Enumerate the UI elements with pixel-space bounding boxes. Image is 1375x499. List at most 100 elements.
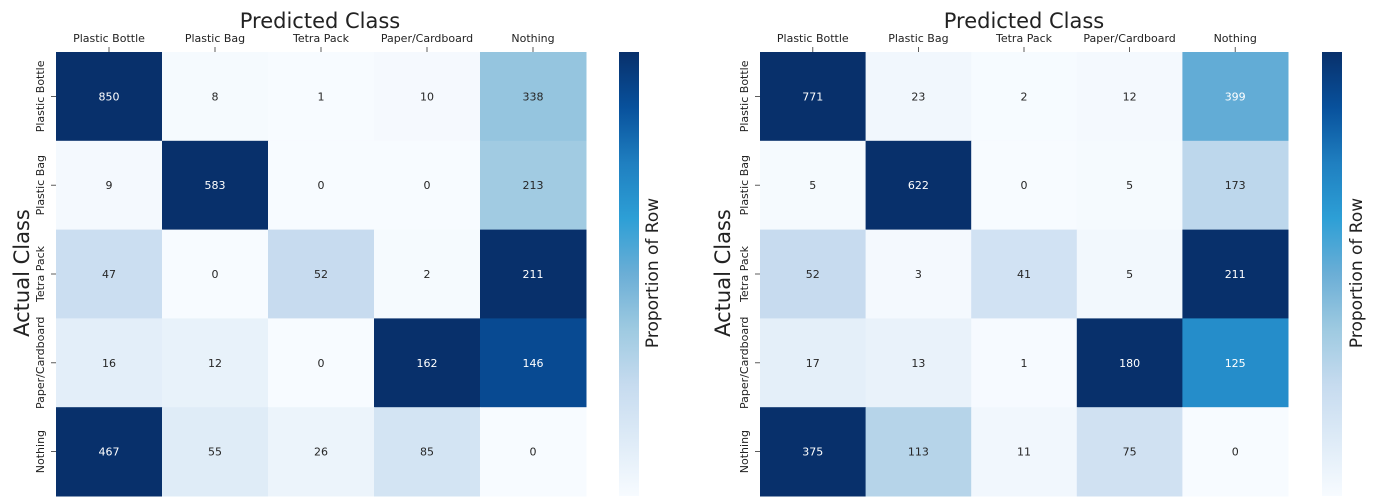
y-tick-label: Nothing — [34, 430, 47, 473]
heatmap-cell — [1182, 52, 1289, 142]
y-axis-label: Actual Class — [10, 209, 34, 337]
cell-value-label: 0 — [212, 268, 219, 281]
heatmap-cell — [56, 140, 163, 231]
cell-value-label: 85 — [420, 446, 434, 459]
heatmap-cell — [162, 407, 269, 497]
y-tick-labels: Plastic Bottle Plastic Bag Tetra Pack Paper… — [34, 60, 56, 473]
colorbar-label: Proportion of Row — [643, 198, 663, 348]
heatmap-cell — [56, 52, 163, 142]
heatmap-cell — [971, 52, 1078, 142]
heatmap-cell — [760, 407, 867, 497]
heatmap-cell — [162, 140, 269, 231]
cell-value-label: 467 — [99, 446, 120, 459]
heatmap-cell — [971, 407, 1078, 497]
cell-value-label: 173 — [1225, 179, 1246, 192]
heatmap-cell — [480, 229, 587, 319]
x-tick-label: Tetra Pack — [292, 32, 350, 45]
y-tick-label: Plastic Bag — [738, 155, 751, 215]
cell-value-label: 2 — [1021, 90, 1028, 103]
y-tick-label: Tetra Pack — [34, 245, 47, 303]
cell-value-label: 75 — [1123, 446, 1137, 459]
cell-value-label: 12 — [208, 357, 222, 370]
cell-value-label: 12 — [1123, 90, 1137, 103]
heatmap-cell — [480, 52, 587, 142]
cell-value-label: 9 — [106, 179, 113, 192]
x-tick-label: Plastic Bag — [185, 32, 245, 45]
y-tick-label: Plastic Bottle — [738, 60, 751, 132]
cell-value-label: 17 — [806, 357, 820, 370]
y-axis-label: Actual Class — [711, 209, 735, 337]
cell-value-label: 213 — [523, 179, 544, 192]
heatmap-cell — [268, 140, 375, 231]
cell-value-label: 0 — [318, 179, 325, 192]
cell-value-label: 52 — [806, 268, 820, 281]
cell-value-label: 583 — [205, 179, 226, 192]
cell-value-label: 375 — [802, 446, 823, 459]
heatmap-cell — [971, 229, 1078, 319]
cell-value-label: 1 — [318, 90, 325, 103]
cell-value-label: 55 — [208, 446, 222, 459]
cell-value-label: 211 — [523, 268, 544, 281]
y-tick-label: Plastic Bag — [34, 155, 47, 215]
heatmap-cell — [1076, 318, 1183, 408]
heatmap-cell — [56, 318, 163, 408]
y-tick-label: Paper/Cardboard — [34, 317, 47, 409]
heatmap-cell — [56, 229, 163, 319]
heatmap-cell — [1076, 52, 1183, 142]
heatmap-cell — [760, 140, 867, 231]
cell-value-label: 11 — [1017, 446, 1031, 459]
heatmap-cell — [865, 229, 972, 319]
heatmap-cell — [162, 229, 269, 319]
heatmap-cell — [1182, 229, 1289, 319]
cell-value-label: 0 — [424, 179, 431, 192]
heatmap-cell — [865, 52, 972, 142]
heatmap-panel-left: Predicted Class Actual Class 850 8 1 10 3389… — [10, 9, 663, 497]
heatmap-cell — [374, 140, 481, 231]
cell-value-label: 180 — [1119, 357, 1140, 370]
cell-value-label: 0 — [530, 446, 537, 459]
x-tick-label: Plastic Bottle — [73, 32, 145, 45]
cell-value-label: 162 — [417, 357, 438, 370]
heatmap-cell — [1182, 140, 1289, 231]
heatmap-cell — [1076, 407, 1183, 497]
heatmap-cell — [268, 407, 375, 497]
x-tick-labels: Plastic Bottle Plastic Bag Tetra Pack Paper… — [777, 32, 1257, 52]
x-tick-label: Nothing — [511, 32, 554, 45]
cell-value-label: 13 — [911, 357, 925, 370]
cell-value-label: 850 — [99, 90, 120, 103]
x-tick-label: Tetra Pack — [995, 32, 1053, 45]
colorbar — [1322, 52, 1342, 496]
heatmap-cell — [865, 318, 972, 408]
cell-value-label: 52 — [314, 268, 328, 281]
cell-value-label: 2 — [424, 268, 431, 281]
heatmap-cell — [162, 52, 269, 142]
heatmap-cell — [1182, 407, 1289, 497]
colorbar-label: Proportion of Row — [1347, 198, 1367, 348]
heatmap-cell — [971, 318, 1078, 408]
cell-value-label: 113 — [908, 446, 929, 459]
cell-value-label: 0 — [1232, 446, 1239, 459]
cell-value-label: 622 — [908, 179, 929, 192]
cell-value-label: 26 — [314, 446, 328, 459]
heatmap-cell — [1182, 318, 1289, 408]
heatmap-cell — [760, 318, 867, 408]
y-tick-label: Plastic Bottle — [34, 60, 47, 132]
cell-value-label: 399 — [1225, 90, 1246, 103]
cell-value-label: 1 — [1021, 357, 1028, 370]
x-tick-label: Plastic Bag — [888, 32, 948, 45]
cell-value-label: 0 — [318, 357, 325, 370]
cell-value-label: 5 — [809, 179, 816, 192]
cell-value-label: 16 — [102, 357, 116, 370]
cell-value-label: 41 — [1017, 268, 1031, 281]
chart-title: Predicted Class — [240, 9, 401, 33]
heatmap-cell — [374, 52, 481, 142]
chart-title: Predicted Class — [944, 9, 1105, 33]
heatmap-cell — [374, 407, 481, 497]
heatmap-cell — [162, 318, 269, 408]
cell-value-label: 125 — [1225, 357, 1246, 370]
x-tick-label: Paper/Cardboard — [381, 32, 473, 45]
heatmap-cell — [268, 52, 375, 142]
x-tick-label: Nothing — [1214, 32, 1257, 45]
cell-value-label: 5 — [1126, 268, 1133, 281]
